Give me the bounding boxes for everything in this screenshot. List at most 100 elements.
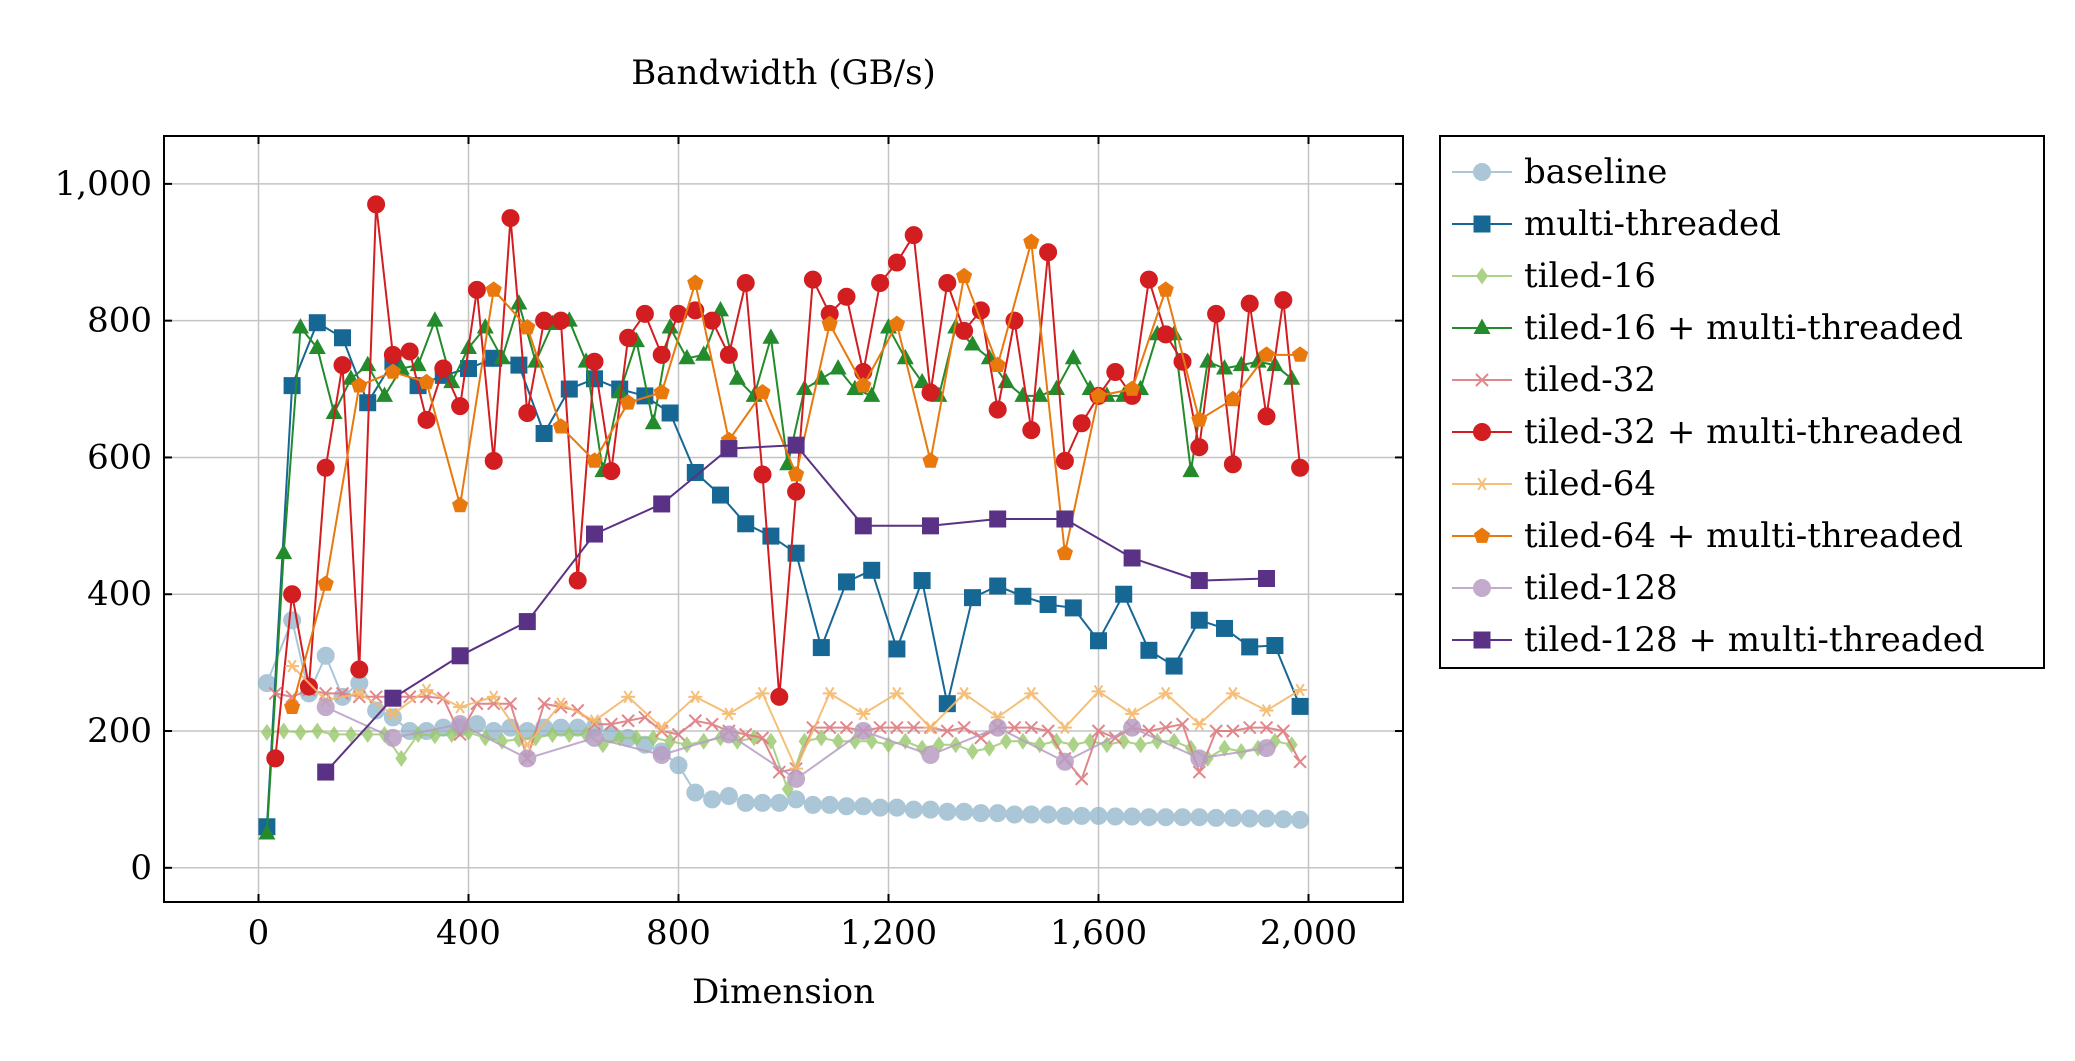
data-point <box>602 462 621 481</box>
x-tick-label: 1,600 <box>1050 913 1147 953</box>
data-point <box>1106 362 1125 381</box>
data-point <box>781 780 794 798</box>
legend-label: tiled-128 <box>1524 568 1678 608</box>
data-point <box>755 686 770 700</box>
data-point <box>855 377 872 393</box>
data-point <box>1090 387 1107 403</box>
data-point <box>837 287 856 306</box>
data-point <box>1207 808 1226 827</box>
data-point <box>748 729 761 747</box>
data-point <box>1257 739 1276 758</box>
data-point <box>503 696 518 711</box>
data-point <box>916 739 929 757</box>
data-point <box>854 722 873 741</box>
data-point <box>1055 451 1074 470</box>
data-point <box>402 690 417 704</box>
data-point <box>1257 407 1276 426</box>
data-point <box>453 700 468 714</box>
data-point <box>510 294 528 310</box>
data-point <box>334 329 351 347</box>
data-point <box>1157 281 1174 297</box>
legend-entry-1 <box>1452 215 1512 233</box>
data-point <box>787 436 805 454</box>
data-point <box>1192 765 1207 779</box>
data-point <box>890 720 904 735</box>
data-point <box>705 717 719 731</box>
data-point <box>580 725 593 743</box>
data-point <box>496 732 509 750</box>
data-point <box>283 585 302 604</box>
data-point <box>266 749 285 768</box>
data-point <box>467 280 486 299</box>
data-point <box>520 738 535 752</box>
data-point <box>983 739 996 757</box>
legend-label: tiled-32 + multi-threaded <box>1524 412 1963 452</box>
data-point <box>812 369 830 385</box>
data-point <box>587 714 602 728</box>
data-point <box>359 394 377 412</box>
data-point <box>644 413 662 430</box>
chart-title: Bandwidth (GB/s) <box>631 53 936 93</box>
data-point <box>1223 455 1242 474</box>
data-point <box>738 727 753 742</box>
data-point <box>787 790 806 809</box>
data-point <box>419 683 434 697</box>
data-point <box>832 732 845 750</box>
data-point <box>284 698 301 714</box>
legend-entry-6 <box>1452 477 1512 491</box>
legend-label: tiled-32 <box>1524 360 1656 400</box>
data-point <box>762 328 780 344</box>
x-tick-label: 1,200 <box>840 913 937 953</box>
data-point <box>1014 587 1032 605</box>
data-point <box>484 451 503 470</box>
data-point <box>957 686 972 700</box>
data-point <box>988 718 1007 737</box>
data-point <box>921 745 940 764</box>
series-layer <box>257 195 1310 840</box>
legend-label: multi-threaded <box>1524 204 1781 244</box>
data-point <box>1192 717 1207 731</box>
data-point <box>586 525 603 543</box>
data-point <box>753 793 772 812</box>
data-point <box>888 315 905 331</box>
data-point <box>1055 752 1074 771</box>
series-line-6 <box>291 665 1301 772</box>
data-point <box>275 543 293 560</box>
data-point <box>1072 414 1091 433</box>
data-point <box>1240 809 1259 828</box>
data-point <box>887 798 906 817</box>
data-point <box>1258 570 1275 588</box>
data-point <box>938 274 957 293</box>
data-point <box>518 749 537 768</box>
data-point <box>620 394 637 410</box>
legend-entry-2 <box>1452 267 1512 285</box>
data-point <box>1266 637 1284 655</box>
data-point <box>1232 355 1250 372</box>
data-point <box>653 495 671 513</box>
data-point <box>299 677 318 696</box>
data-point <box>308 338 326 354</box>
legend-label: tiled-16 + multi-threaded <box>1524 308 1963 348</box>
y-tick-label: 400 <box>87 574 152 614</box>
data-point <box>728 369 746 385</box>
data-point <box>863 386 881 402</box>
data-point <box>257 674 276 693</box>
data-point <box>803 270 822 289</box>
legend-label: tiled-16 <box>1524 256 1656 296</box>
data-point <box>921 383 940 402</box>
data-point <box>383 728 402 747</box>
data-point <box>283 377 301 395</box>
data-point <box>913 372 931 389</box>
data-point <box>829 359 847 375</box>
data-point <box>921 800 940 819</box>
data-point <box>988 804 1007 823</box>
data-point <box>932 736 945 754</box>
series-1 <box>258 314 1309 836</box>
data-point <box>367 195 386 214</box>
data-point <box>470 696 484 711</box>
data-point <box>260 723 273 741</box>
data-point <box>1240 294 1259 313</box>
data-point <box>1074 772 1089 786</box>
data-point <box>753 465 772 484</box>
